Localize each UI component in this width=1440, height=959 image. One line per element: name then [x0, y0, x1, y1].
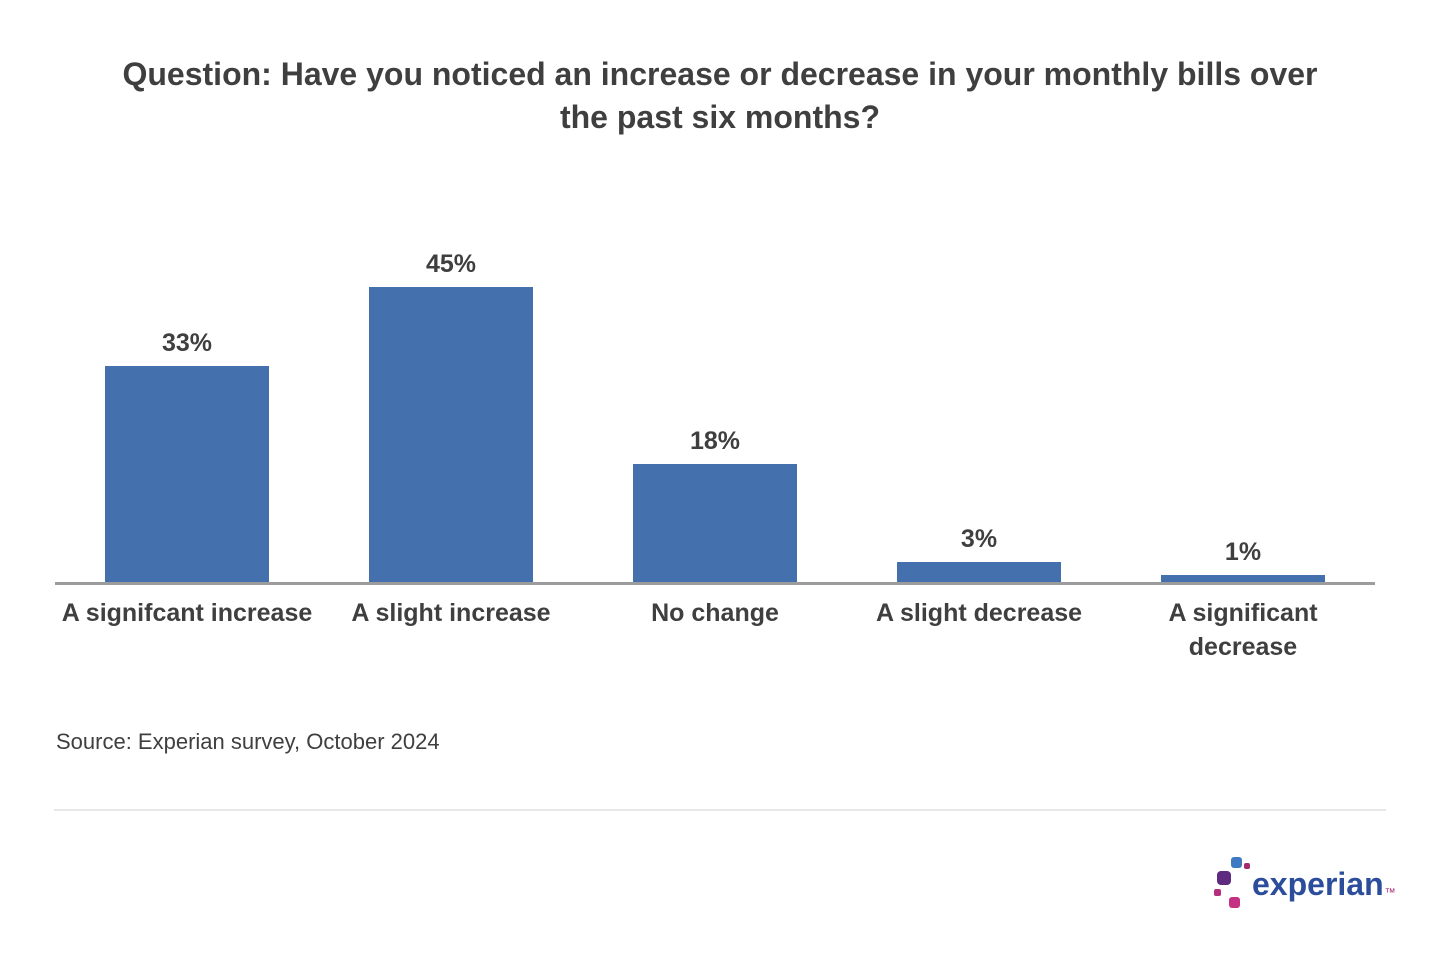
dark-pink-dot-icon: [1244, 863, 1250, 869]
category-label-line: A slight decrease: [875, 599, 1083, 627]
category-label-line: A significant: [1168, 599, 1318, 627]
bar-value-label: 33%: [161, 328, 213, 357]
bar: [633, 463, 797, 582]
bar-value-label: 18%: [689, 426, 741, 455]
bar-column: 3%: [847, 245, 1111, 582]
footer-divider: [54, 809, 1386, 811]
bar-column: 18%: [583, 245, 847, 582]
experian-wordmark: experian: [1252, 866, 1384, 902]
bar-value-label: 45%: [425, 249, 477, 278]
category-label: A slight decrease: [847, 596, 1111, 664]
source-note: Source: Experian survey, October 2024: [56, 729, 440, 754]
experian-logo: experian ™: [1214, 855, 1396, 913]
category-label: A signifcant increase: [55, 596, 319, 664]
chart-title-line-2: the past six months?: [559, 99, 881, 135]
chart-title-line-1: Question: Have you noticed an increase o…: [122, 56, 1318, 92]
category-label-line: No change: [651, 599, 779, 627]
purple-square-icon: [1217, 871, 1231, 885]
bar: [369, 286, 533, 582]
category-label-line: A signifcant increase: [61, 599, 313, 627]
bar-column: 1%: [1111, 245, 1375, 582]
magenta-square-icon: [1229, 897, 1240, 908]
experian-logo-squares: [1214, 855, 1252, 911]
category-label: A significant decrease: [1111, 596, 1375, 664]
bar: [105, 365, 269, 582]
category-labels: A signifcant increase A slight increase No…: [55, 596, 1375, 664]
category-label: No change: [583, 596, 847, 664]
category-label: A slight increase: [319, 596, 583, 664]
category-label-line: A slight increase: [351, 599, 551, 627]
chart-title: Question: Have you noticed an increase o…: [40, 53, 1400, 139]
bar-value-label: 1%: [1224, 538, 1262, 567]
trademark-symbol: ™: [1384, 887, 1396, 899]
bar-column: 45%: [319, 245, 583, 582]
bar-chart: 33% 45% 18% 3% 1%: [55, 245, 1375, 585]
bar-value-label: 3%: [960, 525, 998, 554]
bar: [897, 562, 1061, 582]
bar-column: 33%: [55, 245, 319, 582]
blue-square-icon: [1231, 857, 1242, 868]
small-magenta-square-icon: [1214, 889, 1221, 896]
bar: [1161, 575, 1325, 582]
category-label-line: decrease: [1188, 633, 1298, 661]
